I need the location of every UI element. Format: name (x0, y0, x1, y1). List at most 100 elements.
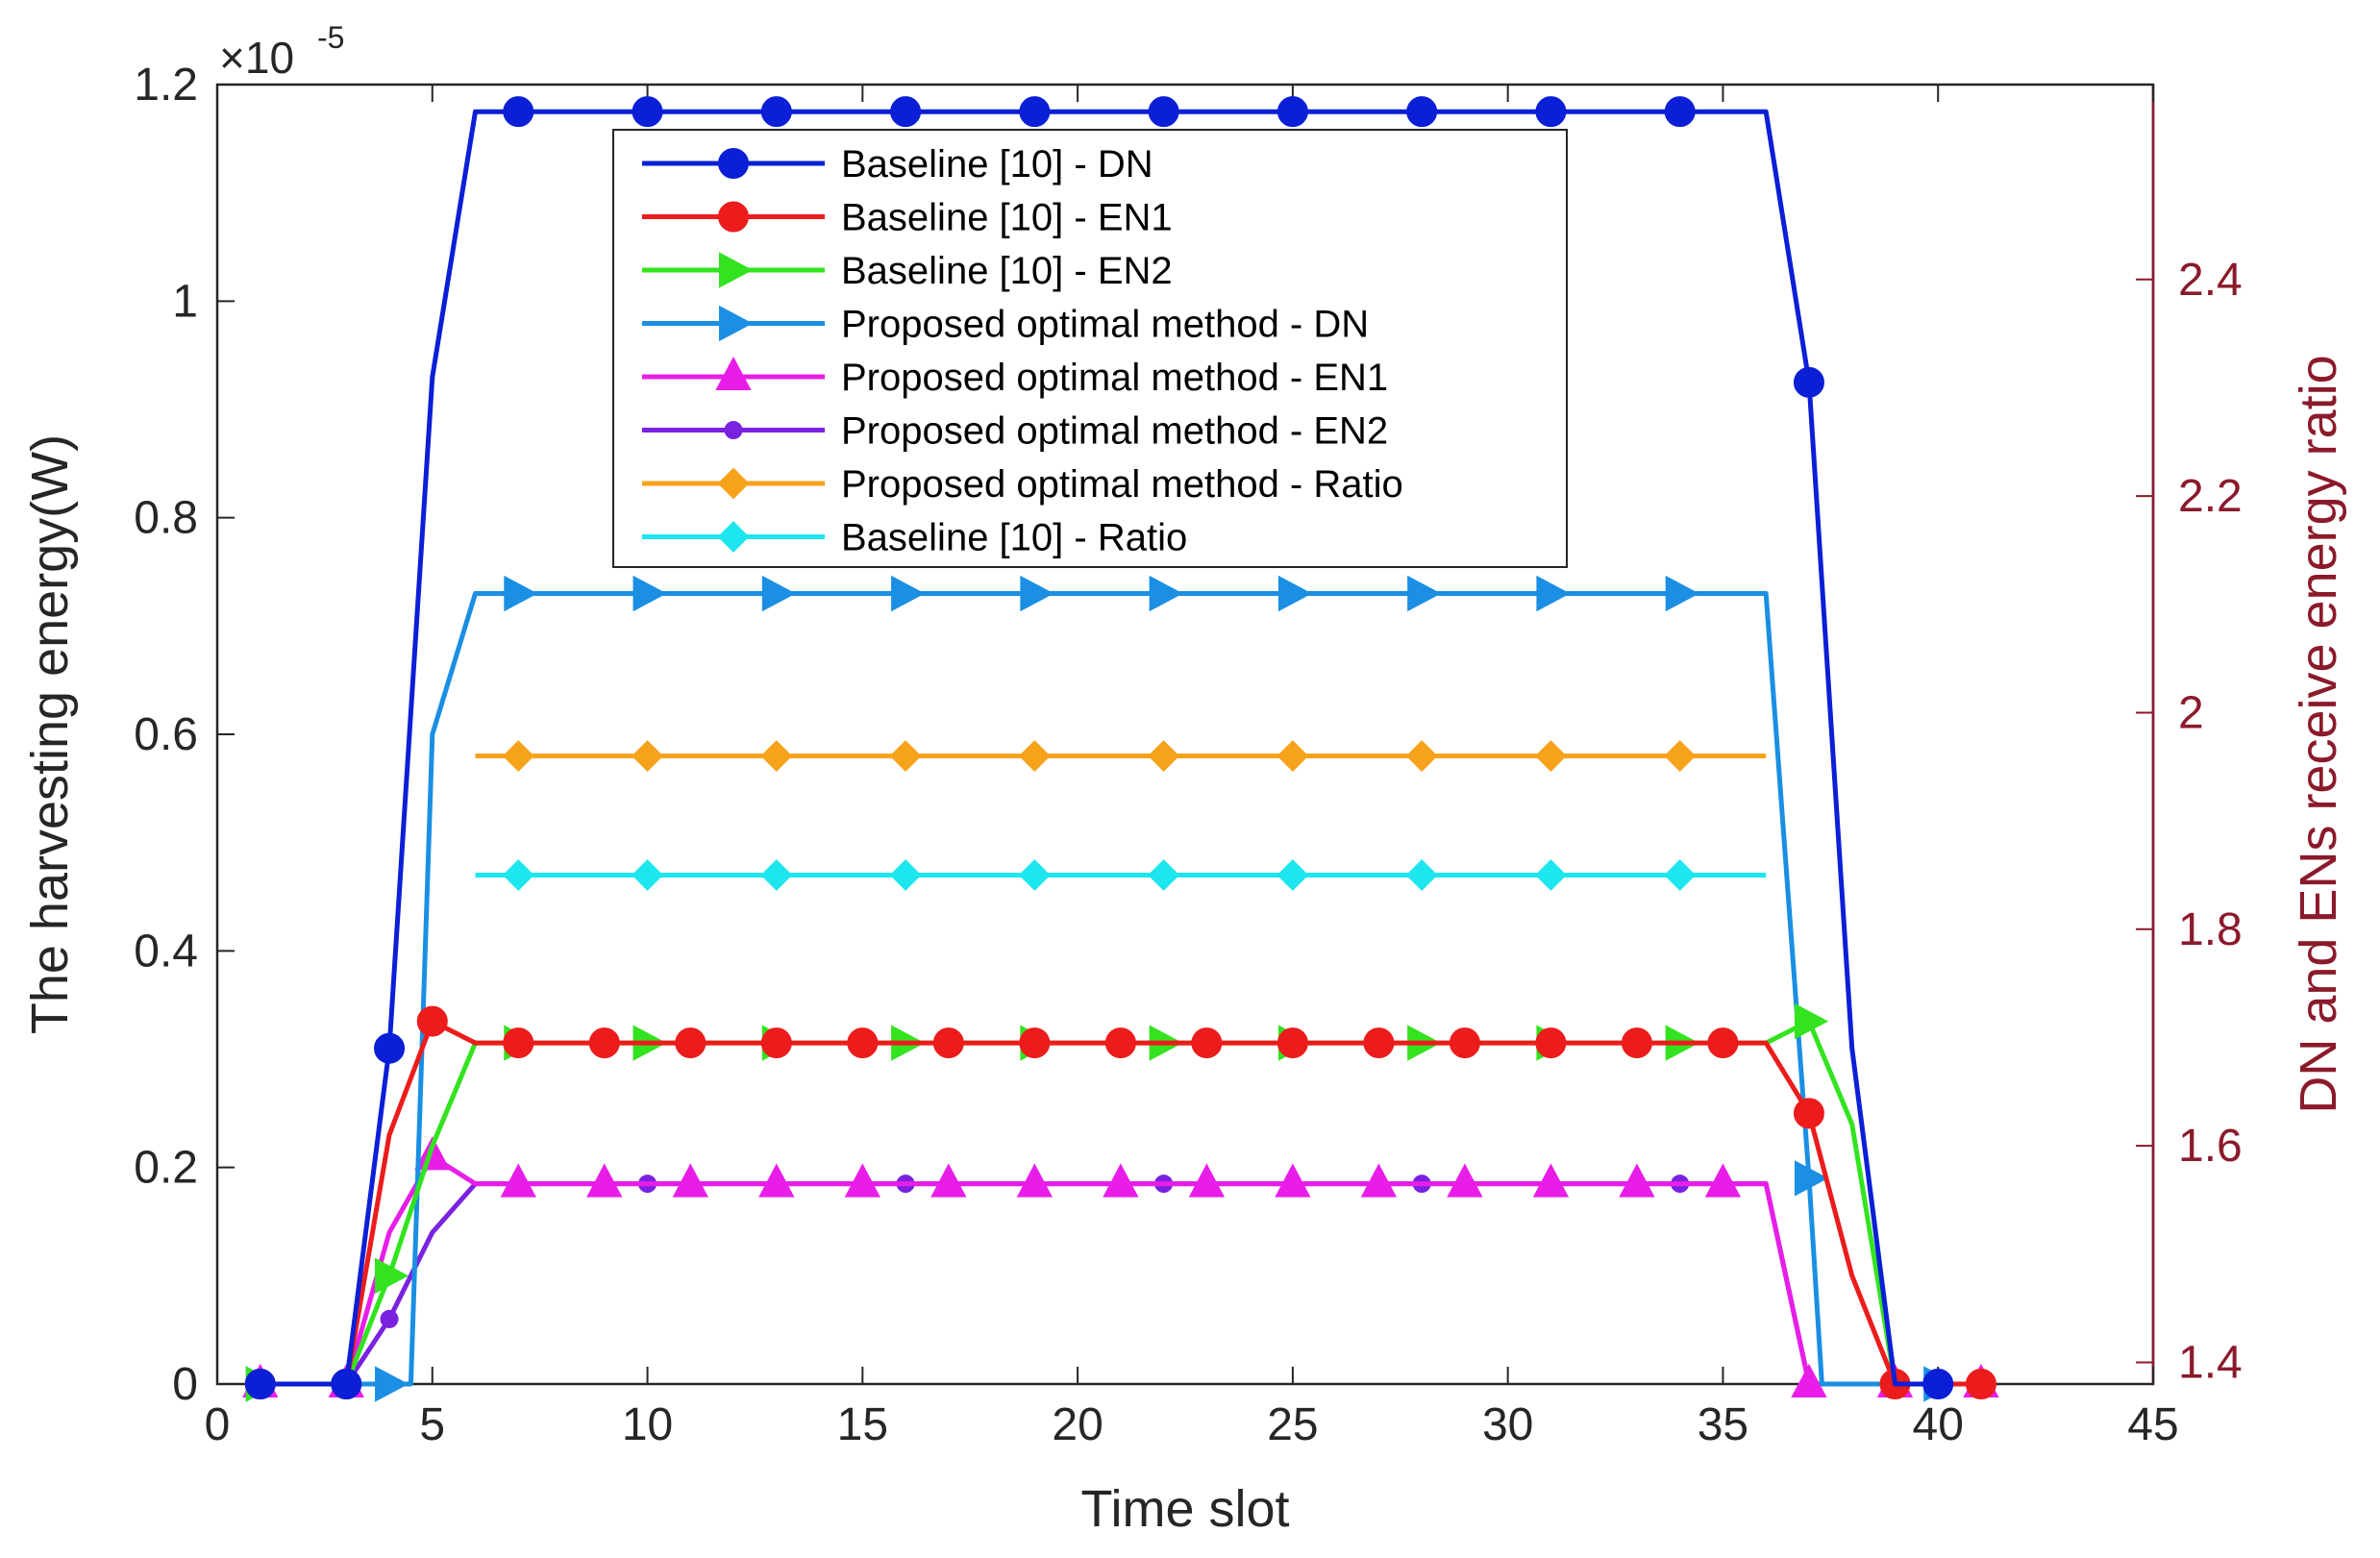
legend-marker (715, 356, 752, 390)
legend-marker (718, 201, 749, 233)
y-tick-label: 1.2 (134, 60, 198, 111)
data-point (1277, 740, 1309, 772)
data-point (414, 1136, 451, 1171)
data-point (1965, 1369, 1996, 1399)
data-point (1277, 96, 1308, 128)
legend-entry: Baseline [10] - DN (642, 143, 1153, 185)
right-axis-label: DN and ENs receive energy ratio (2290, 355, 2347, 1113)
data-point (1148, 740, 1180, 772)
y-axis-label: The harvesting energy(W) (21, 434, 79, 1034)
data-point (1619, 1163, 1655, 1198)
data-point (1405, 740, 1438, 772)
legend-label: Proposed optimal method - Ratio (841, 463, 1403, 506)
data-point (1148, 859, 1180, 891)
data-point (1704, 1163, 1742, 1198)
x-tick-label: 20 (1052, 1399, 1103, 1450)
data-point (632, 96, 663, 128)
y-tick-label: 1 (172, 276, 198, 327)
series-layer (242, 96, 1999, 1402)
x-tick-label: 40 (1913, 1399, 1964, 1450)
x-tick-label: 5 (419, 1399, 445, 1450)
data-point (1363, 1027, 1395, 1059)
data-point (1277, 1027, 1308, 1059)
legend-entry: Baseline [10] - EN1 (642, 197, 1173, 239)
data-point (1621, 1027, 1652, 1059)
x-tick-label: 10 (622, 1399, 673, 1450)
data-point (930, 1163, 967, 1198)
y-axis-ticks: 0 0.2 0.4 0.6 0.8 1 1.2 (134, 60, 235, 1410)
series-line (260, 591, 1939, 1387)
right-tick-label: 1.8 (2178, 904, 2243, 955)
data-point (1019, 96, 1051, 128)
data-point (1148, 96, 1179, 128)
series-group (475, 740, 1767, 772)
data-point (760, 859, 793, 891)
data-point (1019, 1027, 1051, 1059)
x-tick-label: 30 (1482, 1399, 1533, 1450)
data-point (675, 1027, 707, 1059)
data-point (1535, 1027, 1567, 1059)
data-point (932, 1027, 964, 1059)
y-tick-label: 0.4 (134, 926, 198, 977)
data-point (502, 740, 534, 772)
data-point (375, 1257, 409, 1294)
data-point (1447, 1163, 1483, 1198)
data-point (632, 859, 663, 891)
data-point (891, 575, 926, 612)
data-point (1406, 96, 1438, 128)
data-point (504, 575, 538, 612)
data-point (1103, 1163, 1139, 1198)
data-point (1016, 1163, 1054, 1198)
data-point (889, 740, 922, 772)
data-point (632, 740, 663, 772)
data-point (1407, 575, 1442, 612)
data-point (1535, 859, 1567, 891)
legend-box (612, 129, 1568, 568)
data-point (1149, 575, 1183, 612)
x-tick-label: 15 (837, 1399, 888, 1450)
x-tick-label: 25 (1267, 1399, 1318, 1450)
legend-label: Proposed optimal method - EN2 (841, 410, 1388, 453)
legend-marker (724, 421, 743, 439)
data-point (331, 1369, 362, 1399)
y-multiplier-base: ×10 (219, 33, 294, 83)
data-point (847, 1027, 879, 1059)
data-point (890, 96, 922, 128)
data-point (500, 1163, 536, 1198)
series-group (244, 96, 1954, 1399)
legend-entry: Proposed optimal method - EN2 (642, 410, 1388, 453)
legend-label: Baseline [10] - DN (841, 143, 1153, 185)
right-tick-label: 1.4 (2178, 1337, 2243, 1388)
data-point (416, 1005, 448, 1037)
legend-label: Proposed optimal method - EN1 (841, 357, 1388, 399)
y-multiplier-exponent: -5 (317, 20, 344, 55)
right-tick-label: 2 (2178, 687, 2204, 738)
legend-marker (719, 252, 754, 288)
x-tick-label: 45 (2127, 1399, 2178, 1450)
legend-label: Baseline [10] - EN1 (841, 197, 1173, 239)
right-tick-label: 1.6 (2178, 1121, 2243, 1172)
data-point (1020, 575, 1054, 612)
data-point (758, 1163, 795, 1198)
x-axis-label: Time slot (1080, 1480, 1289, 1538)
data-point (1191, 1027, 1223, 1059)
data-point (1922, 1369, 1954, 1399)
data-point (760, 740, 793, 772)
right-axis-ticks: 1.4 1.6 1.8 2 2.2 2.4 (2136, 255, 2243, 1388)
data-point (588, 1027, 620, 1059)
data-point (1664, 859, 1697, 891)
data-point (1104, 1027, 1136, 1059)
data-point (1275, 1163, 1311, 1198)
data-point (1665, 575, 1699, 612)
data-point (632, 575, 667, 612)
series-line (260, 109, 1939, 1387)
right-tick-label: 2.2 (2178, 471, 2243, 522)
data-point (1793, 1098, 1824, 1129)
legend-entry: Baseline [10] - EN2 (642, 250, 1173, 292)
data-point (889, 859, 922, 891)
data-point (1018, 740, 1051, 772)
data-point (1405, 859, 1438, 891)
data-point (1664, 96, 1696, 128)
x-tick-label: 0 (205, 1399, 231, 1450)
